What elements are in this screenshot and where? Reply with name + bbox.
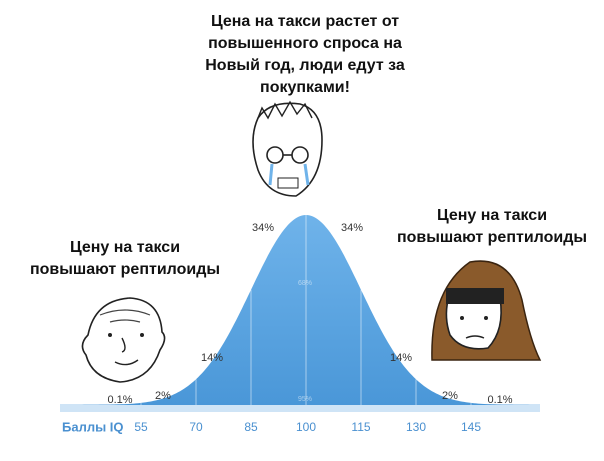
caption-line: покупками!: [260, 79, 350, 96]
percent-label: 14%: [201, 352, 223, 364]
x-tick-label: 100: [296, 420, 316, 434]
caption-line: Новый год, люди едут за: [205, 57, 405, 74]
caption-line: Цена на такси растет от: [211, 13, 399, 30]
x-tick-label: 70: [189, 420, 203, 434]
middle-face: [252, 100, 323, 197]
x-tick-label: 55: [134, 420, 148, 434]
left-face: [81, 297, 166, 383]
percent-label: 34%: [252, 222, 274, 234]
x-tick-label: 145: [461, 420, 481, 434]
percent-label: 2%: [442, 390, 458, 402]
x-ticks: 55 70 85 100 115 130 145: [134, 420, 481, 434]
percent-label: 0.1%: [107, 394, 132, 406]
percent-label: 0.1%: [487, 394, 512, 406]
inner-label: 68%: [298, 280, 312, 287]
caption-line: повышают рептилоиды: [30, 261, 220, 278]
right-face: [431, 260, 542, 361]
caption-line: Цену на такси: [70, 239, 180, 256]
axis-band: [60, 404, 540, 412]
sigma-lines: [140, 215, 472, 405]
caption-line: повышенного спроса на: [208, 35, 402, 52]
axis-label: Баллы IQ: [62, 419, 124, 434]
percent-label: 2%: [155, 390, 171, 402]
inner-label: 95%: [298, 396, 312, 403]
percent-label: 14%: [390, 352, 412, 364]
x-tick-label: 130: [406, 420, 426, 434]
x-tick-label: 115: [351, 420, 370, 434]
caption-line: повышают рептилоиды: [397, 229, 587, 246]
x-tick-label: 85: [244, 420, 258, 434]
bell-curve: [70, 215, 540, 405]
percent-label: 34%: [341, 222, 363, 234]
caption-line: Цену на такси: [437, 207, 547, 224]
